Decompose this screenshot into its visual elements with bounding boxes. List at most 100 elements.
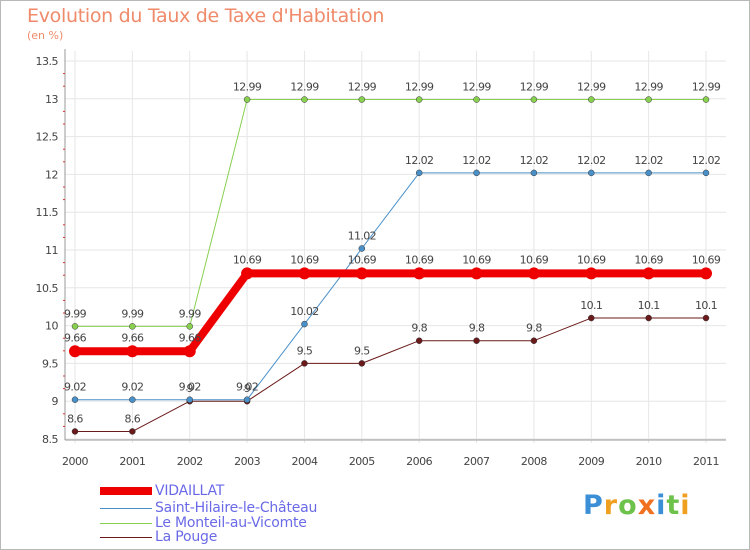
x-tick-label: 2001 bbox=[119, 455, 145, 468]
data-label-vidaillat: 10.69 bbox=[348, 253, 377, 266]
series-point-saint-hilaire bbox=[588, 169, 595, 177]
data-label-vidaillat: 10.69 bbox=[520, 253, 549, 266]
data-label-le-monteil: 12.99 bbox=[290, 81, 319, 94]
data-label-la-pouge: 9.8 bbox=[411, 322, 427, 335]
series-point-vidaillat bbox=[527, 267, 540, 280]
data-label-saint-hilaire: 11.02 bbox=[348, 229, 377, 242]
legend-label-saint-hilaire: Saint-Hilaire-le-Château bbox=[155, 500, 318, 516]
series-point-le-monteil bbox=[186, 323, 193, 330]
series-point-vidaillat bbox=[700, 267, 712, 280]
series-point-le-monteil bbox=[588, 96, 595, 103]
series-point-saint-hilaire bbox=[702, 169, 710, 177]
legend-item-le-monteil: Le Monteil-au-Vicomte bbox=[100, 515, 307, 531]
series-point-le-monteil bbox=[301, 96, 308, 103]
series-point-vidaillat bbox=[355, 267, 368, 280]
logo-letter: r bbox=[603, 490, 619, 521]
data-label-le-monteil: 9.99 bbox=[179, 307, 202, 320]
y-tick-label: 10.5 bbox=[36, 282, 59, 295]
x-tick-label: 2003 bbox=[234, 455, 260, 468]
data-label-la-pouge: 9.8 bbox=[526, 322, 542, 335]
series-point-le-monteil bbox=[129, 323, 136, 330]
data-label-le-monteil: 12.99 bbox=[634, 81, 663, 94]
data-label-le-monteil: 9.99 bbox=[64, 307, 87, 320]
data-label-la-pouge: 9.8 bbox=[469, 322, 485, 335]
y-tick-label: 13 bbox=[45, 93, 58, 106]
series-point-la-pouge bbox=[301, 360, 308, 367]
y-tick-label: 10 bbox=[45, 320, 58, 333]
series-point-le-monteil bbox=[358, 96, 366, 103]
x-tick-label: 2011 bbox=[693, 455, 719, 468]
data-label-saint-hilaire: 9.02 bbox=[121, 381, 143, 394]
data-label-la-pouge: 9 bbox=[187, 382, 194, 395]
y-tick-label: 13.5 bbox=[36, 55, 59, 68]
series-point-saint-hilaire bbox=[186, 396, 193, 403]
series-point-la-pouge bbox=[588, 314, 595, 322]
series-point-vidaillat bbox=[183, 345, 196, 358]
series-point-saint-hilaire bbox=[301, 320, 308, 328]
y-tick-label: 9 bbox=[52, 395, 59, 408]
series-point-saint-hilaire bbox=[530, 169, 538, 177]
data-label-vidaillat: 10.69 bbox=[290, 253, 319, 266]
series-point-la-pouge bbox=[530, 337, 538, 344]
data-label-le-monteil: 12.99 bbox=[405, 81, 434, 94]
legend-swatch-le-monteil bbox=[100, 522, 152, 524]
data-label-saint-hilaire: 10.02 bbox=[290, 305, 319, 318]
data-label-la-pouge: 9.5 bbox=[297, 344, 313, 357]
series-point-vidaillat bbox=[585, 267, 598, 280]
series-point-le-monteil bbox=[645, 96, 652, 103]
series-point-la-pouge bbox=[645, 314, 652, 322]
y-tick-label: 12 bbox=[45, 168, 58, 181]
data-label-vidaillat: 9.66 bbox=[64, 331, 87, 344]
legend-label-la-pouge: La Pouge bbox=[155, 529, 218, 545]
logo-letter: P bbox=[583, 490, 604, 521]
data-label-le-monteil: 12.99 bbox=[520, 81, 549, 94]
data-label-vidaillat: 10.69 bbox=[634, 253, 663, 266]
series-point-la-pouge bbox=[129, 428, 136, 435]
series-line-vidaillat bbox=[75, 269, 706, 356]
x-tick-label: 2005 bbox=[349, 455, 375, 468]
proxiti-logo: Proxiti bbox=[583, 490, 691, 521]
x-tick-label: 2008 bbox=[521, 455, 547, 468]
data-label-vidaillat: 10.69 bbox=[692, 253, 721, 266]
x-tick-label: 2002 bbox=[177, 455, 203, 468]
logo-letter: t bbox=[666, 490, 681, 521]
x-tick-label: 2007 bbox=[464, 455, 490, 468]
data-label-la-pouge: 8.6 bbox=[67, 412, 83, 425]
series-point-le-monteil bbox=[415, 96, 423, 103]
data-label-saint-hilaire: 12.02 bbox=[634, 154, 663, 167]
data-label-la-pouge: 9.5 bbox=[354, 344, 370, 357]
y-tick-label: 11.5 bbox=[36, 206, 59, 219]
series-point-vidaillat bbox=[241, 267, 254, 280]
data-label-saint-hilaire: 9.02 bbox=[236, 381, 258, 394]
series-point-la-pouge bbox=[473, 337, 480, 344]
chart-subtitle: (en %) bbox=[27, 29, 64, 42]
chart-title: Evolution du Taux de Taxe d'Habitation bbox=[27, 5, 385, 27]
series-point-saint-hilaire bbox=[415, 169, 423, 177]
series-point-le-monteil bbox=[71, 323, 79, 330]
series-line-saint-hilaire bbox=[75, 172, 706, 401]
x-tick-label: 2000 bbox=[62, 455, 88, 468]
series-point-le-monteil bbox=[473, 96, 480, 103]
series-point-le-monteil bbox=[243, 96, 251, 103]
y-tick-label: 12.5 bbox=[36, 131, 59, 144]
data-label-saint-hilaire: 9.02 bbox=[64, 381, 86, 394]
x-tick-label: 2009 bbox=[578, 455, 604, 468]
data-label-saint-hilaire: 12.02 bbox=[577, 154, 606, 167]
data-label-le-monteil: 12.99 bbox=[233, 81, 262, 94]
series-point-vidaillat bbox=[126, 345, 139, 358]
data-label-la-pouge: 10.1 bbox=[638, 299, 660, 312]
series-point-vidaillat bbox=[413, 267, 426, 280]
data-label-vidaillat: 9.66 bbox=[121, 331, 144, 344]
logo-letter: i bbox=[656, 490, 667, 521]
x-tick-label: 2010 bbox=[636, 455, 662, 468]
series-point-la-pouge bbox=[71, 428, 79, 435]
data-label-saint-hilaire: 12.02 bbox=[520, 154, 549, 167]
legend-item-saint-hilaire: Saint-Hilaire-le-Château bbox=[100, 500, 318, 516]
logo-letter: x bbox=[637, 490, 657, 521]
data-label-le-monteil: 9.99 bbox=[121, 307, 144, 320]
data-label-la-pouge: 10.1 bbox=[695, 299, 717, 312]
series-point-la-pouge bbox=[415, 337, 423, 344]
series-point-vidaillat bbox=[642, 267, 655, 280]
series-point-le-monteil bbox=[702, 96, 710, 103]
